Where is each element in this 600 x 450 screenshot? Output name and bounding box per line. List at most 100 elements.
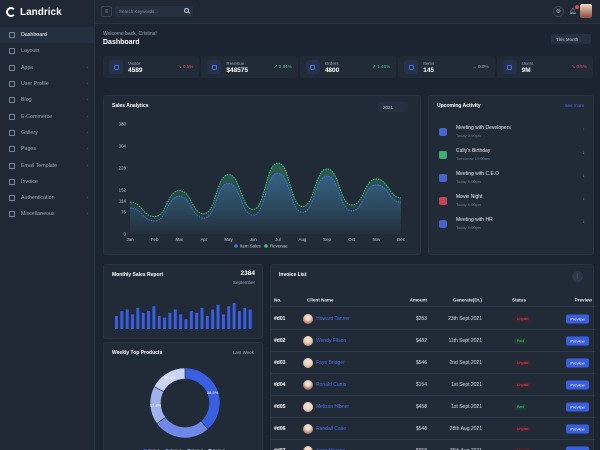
client-cell[interactable]: Faye Bridger xyxy=(303,357,345,368)
sidebar-item-dashboard[interactable]: Dashboard xyxy=(0,27,94,44)
invoice-list-card: Invoice List ⋮ No. Client Name Amount Gener… xyxy=(270,264,595,450)
monthly-bar[interactable] xyxy=(216,304,220,329)
search-icon[interactable] xyxy=(184,8,189,13)
monthly-bar[interactable] xyxy=(179,314,183,329)
monthly-bar[interactable] xyxy=(237,311,241,329)
series-line-revenue[interactable] xyxy=(129,162,402,218)
client-name[interactable]: Jerry Morena xyxy=(316,448,345,450)
weekly-period[interactable]: Last Week xyxy=(232,350,254,355)
sidebar-item-user-profile[interactable]: User Profile › xyxy=(0,76,94,92)
activity-time: Today 6:00pm xyxy=(456,133,482,138)
client-name[interactable]: Randall Case xyxy=(316,425,347,432)
year-select[interactable]: 2021 xyxy=(378,102,408,112)
client-name[interactable]: Wendy Filson xyxy=(316,337,347,344)
legend-item[interactable]: Item 4 xyxy=(208,448,225,450)
notification-button[interactable]: 🔔︎ xyxy=(567,5,579,17)
client-name[interactable]: Melissa Hibner xyxy=(316,403,350,410)
invoice-date: 1st Sept 2021 xyxy=(451,381,482,388)
preview-button[interactable]: Preview xyxy=(566,358,589,367)
client-cell[interactable]: Wendy Filson xyxy=(303,335,347,346)
monthly-bar[interactable] xyxy=(120,311,124,329)
client-cell[interactable]: Ronald Curtis xyxy=(303,379,347,390)
monthly-bar[interactable] xyxy=(211,309,215,330)
pie-slice-2[interactable] xyxy=(156,416,209,439)
client-cell[interactable]: Randall Case xyxy=(303,423,347,434)
more-button[interactable]: ⋮ xyxy=(572,271,583,282)
legend-label[interactable]: Item Sales xyxy=(240,244,262,249)
monthly-bar[interactable] xyxy=(125,309,129,330)
activity-item[interactable]: Meeting with C.E.O Today 6:00pm ↓ xyxy=(439,171,589,187)
see-more-link[interactable]: See more xyxy=(564,103,584,108)
client-cell[interactable]: Melissa Hibner xyxy=(303,401,350,412)
activity-item[interactable]: Meeting with Developers Today 6:00pm ↑ xyxy=(439,125,589,141)
monthly-bar[interactable] xyxy=(248,309,252,330)
invoice-number: #d07 xyxy=(274,448,285,450)
activity-time: Today 6:00pm xyxy=(456,225,482,230)
preview-button[interactable]: Preview xyxy=(566,380,589,389)
sidebar-item-invoice[interactable]: Invoice xyxy=(0,174,94,190)
series-line-item-sales[interactable] xyxy=(129,172,402,222)
sidebar-item-pages[interactable]: Pages › xyxy=(0,141,94,157)
monthly-bar[interactable] xyxy=(157,316,161,329)
monthly-bar[interactable] xyxy=(227,306,231,329)
brand[interactable]: Landrick xyxy=(0,0,94,24)
sidebar-item-blog[interactable]: Blog › xyxy=(0,92,94,108)
y-tick-label: 76 xyxy=(121,210,126,215)
client-name[interactable]: Ronald Curtis xyxy=(316,381,347,388)
stat-text: Items 145 xyxy=(423,61,434,74)
sidebar-item-gallery[interactable]: Gallery › xyxy=(0,125,94,141)
monthly-bar[interactable] xyxy=(195,312,199,329)
monthly-bar[interactable] xyxy=(131,314,134,329)
monthly-bar[interactable] xyxy=(173,309,177,330)
legend-label[interactable]: Revenue xyxy=(270,244,288,249)
sidebar-item-layouts[interactable]: Layouts xyxy=(0,43,94,59)
sidebar-item-email-template[interactable]: Email Template › xyxy=(0,157,94,173)
client-cell[interactable]: Jerry Morena xyxy=(303,445,345,450)
monthly-bar[interactable] xyxy=(163,317,167,329)
preview-button[interactable]: Preview xyxy=(566,446,589,450)
pie-slice-1[interactable] xyxy=(184,367,221,430)
stat-icon-items xyxy=(404,60,419,74)
monthly-bar[interactable] xyxy=(243,307,247,329)
monthly-bar[interactable] xyxy=(141,312,145,329)
menu-toggle-button[interactable]: ≡ xyxy=(101,6,112,17)
settings-button[interactable]: ⚙ xyxy=(553,6,564,17)
legend-item[interactable]: Item 3 xyxy=(186,448,203,450)
sidebar-item-apps[interactable]: Apps › xyxy=(0,60,94,76)
client-name[interactable]: Howard Tanner xyxy=(316,315,350,322)
legend-item[interactable]: Item 1 xyxy=(143,448,160,450)
invoice-amount: $458 xyxy=(415,403,427,410)
preview-button[interactable]: Preview xyxy=(566,424,589,433)
preview-button[interactable]: Preview xyxy=(566,314,589,323)
monthly-bar[interactable] xyxy=(205,316,209,329)
legend-item[interactable]: Item 2 xyxy=(164,448,182,450)
activity-item[interactable]: Cally's Birthday Tomorrow 10:00am ↓ xyxy=(439,148,589,164)
client-cell[interactable]: Howard Tanner xyxy=(303,313,350,324)
user-avatar[interactable] xyxy=(580,4,592,18)
client-name[interactable]: Faye Bridger xyxy=(316,359,345,366)
pie-slice-4[interactable] xyxy=(153,367,186,393)
period-select[interactable]: This Month xyxy=(551,34,591,44)
preview-button[interactable]: Preview xyxy=(566,336,589,345)
monthly-bar[interactable] xyxy=(184,319,188,329)
monthly-bar[interactable] xyxy=(147,311,151,329)
monthly-bar[interactable] xyxy=(200,307,204,329)
x-tick-label: May xyxy=(224,237,233,242)
monthly-bar[interactable] xyxy=(189,311,193,329)
activity-item[interactable]: Meeting with HR Today 6:00pm ↓ xyxy=(439,217,589,233)
status-badge: Unpaid xyxy=(514,447,532,450)
legend-marker xyxy=(164,448,169,450)
monthly-bar[interactable] xyxy=(168,312,172,329)
search-input[interactable] xyxy=(119,9,179,14)
sidebar-item-e-commerce[interactable]: E-Commerce › xyxy=(0,108,94,124)
sidebar-item-miscellaneous[interactable]: Miscellaneous › xyxy=(0,206,94,222)
sidebar-item-authentication[interactable]: Authentication › xyxy=(0,190,94,206)
monthly-bar[interactable] xyxy=(152,306,156,329)
activity-item[interactable]: Movie Night Today 6:00pm ↓ xyxy=(439,194,589,210)
chevron-right-icon: › xyxy=(86,211,88,218)
monthly-bar[interactable] xyxy=(115,316,118,329)
monthly-bar[interactable] xyxy=(232,303,236,329)
monthly-bar[interactable] xyxy=(136,307,140,329)
preview-button[interactable]: Preview xyxy=(566,402,589,411)
monthly-bar[interactable] xyxy=(221,314,225,329)
